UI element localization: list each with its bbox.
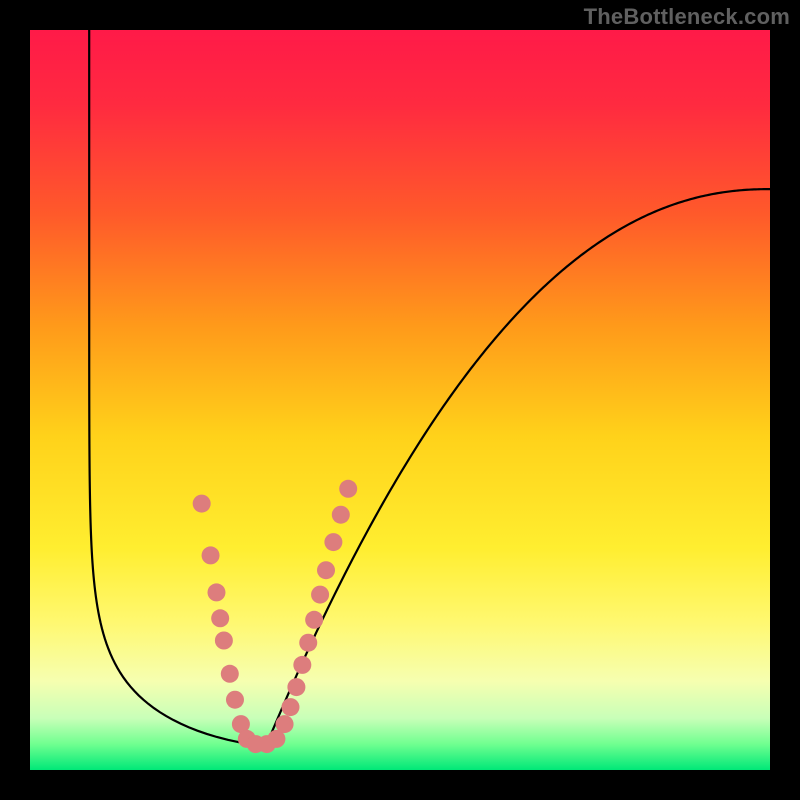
bead [215, 632, 233, 650]
plot-background [30, 30, 770, 770]
bead [287, 678, 305, 696]
bead [193, 495, 211, 513]
bead [332, 506, 350, 524]
bead [202, 546, 220, 564]
bead [207, 583, 225, 601]
chart-stage: TheBottleneck.com [0, 0, 800, 800]
bead [211, 609, 229, 627]
bead [221, 665, 239, 683]
bead [324, 533, 342, 551]
watermark-text: TheBottleneck.com [584, 4, 790, 30]
bead [226, 691, 244, 709]
bead [293, 656, 311, 674]
chart-svg [0, 0, 800, 800]
bead [339, 480, 357, 498]
bead [276, 715, 294, 733]
bead [281, 698, 299, 716]
bead [299, 634, 317, 652]
bead [317, 561, 335, 579]
bead [305, 611, 323, 629]
bead [311, 586, 329, 604]
